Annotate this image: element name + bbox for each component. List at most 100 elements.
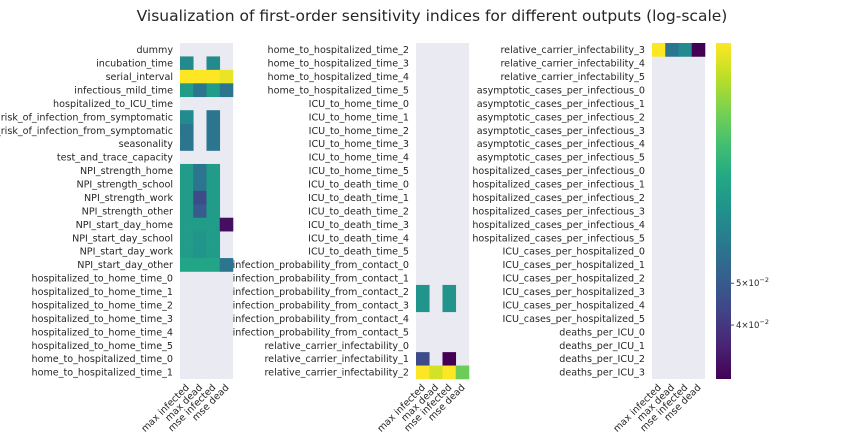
row-label: hospitalized_to_home_time_2 — [32, 300, 174, 311]
heatmap-cell — [193, 69, 207, 84]
heatmap-cell — [455, 365, 470, 380]
row-label: deaths_per_ICU_3 — [559, 368, 645, 379]
row-label: relative_carrier_infectability_0 — [264, 341, 409, 352]
row-label: hospitalized_cases_per_infectious_2 — [472, 193, 645, 204]
row-label: dummy — [136, 45, 173, 56]
heatmap-cell — [206, 137, 221, 151]
row-label: hospitalized_to_home_time_3 — [32, 314, 174, 325]
heatmap-cell — [193, 217, 207, 232]
heatmap-cell — [206, 177, 221, 192]
row-label: NPI_start_day_other — [77, 260, 173, 271]
heatmap-cell — [206, 204, 221, 219]
row-label: hospitalized_cases_per_infectious_4 — [472, 220, 645, 231]
row-label: ICU_cases_per_hospitalized_5 — [502, 314, 645, 325]
row-label: infection_probability_from_contact_4 — [233, 314, 409, 325]
row-label: NPI_strength_work — [84, 193, 173, 204]
heatmap-cell — [180, 123, 194, 138]
heatmap-cell — [665, 43, 679, 57]
heatmap-cell — [219, 258, 234, 272]
heatmap-cell — [206, 190, 221, 205]
colorbar-tick-label: 5×10−2 — [736, 276, 769, 289]
heatmap-cell — [416, 284, 430, 299]
heatmap-cell — [416, 298, 430, 313]
heatmap-cell — [416, 352, 430, 366]
row-label: NPI_strength_other — [82, 206, 173, 217]
row-label: home_to_hospitalized_time_1 — [32, 368, 174, 379]
row-label: hospitalized_to_home_time_1 — [32, 287, 174, 298]
row-label: ICU_cases_per_hospitalized_3 — [502, 287, 645, 298]
heatmap-cell — [442, 352, 457, 366]
row-label: hospitalized_to_ICU_time — [53, 99, 173, 110]
heatmap-cell — [442, 365, 457, 380]
heatmap-cell — [180, 231, 194, 245]
panel-background — [652, 43, 705, 379]
heatmap-cell — [678, 43, 693, 57]
row-label: ICU_to_home_time_4 — [309, 153, 409, 164]
row-label: relative_carrier_infectability_3 — [500, 45, 645, 56]
colorbar-tick-label: 4×10−2 — [736, 318, 769, 331]
row-label: infectious_mild_time — [74, 85, 173, 96]
row-label: relative_carrier_infectability_4 — [500, 59, 645, 70]
row-label: ICU_cases_per_hospitalized_4 — [502, 300, 645, 311]
heatmap-cell — [206, 110, 221, 124]
row-label: NPI_strength_school — [76, 180, 173, 191]
row-label: NPI_strength_home — [80, 166, 173, 177]
row-label: ICU_to_home_time_1 — [309, 112, 409, 123]
heatmap-cell — [206, 217, 221, 232]
heatmap-cell — [180, 83, 194, 98]
colorbar-gradient — [716, 43, 731, 379]
heatmap-panel-middle: home_to_hospitalized_time_2 home_to_hospi… — [233, 43, 470, 432]
row-label: ICU_to_death_time_5 — [308, 247, 409, 258]
row-label: infection_probability_from_contact_3 — [233, 300, 409, 311]
heatmap-cell — [180, 137, 194, 151]
heatmap-cell — [442, 298, 457, 313]
row-label: hospitalized_cases_per_infectious_5 — [472, 233, 645, 244]
row-label: asymptotic_cases_per_infectious_1 — [477, 99, 645, 110]
heatmap-cell — [193, 244, 207, 259]
row-label: ICU_to_death_time_4 — [308, 233, 409, 244]
heatmap-cell — [206, 163, 221, 178]
panel-background — [416, 43, 469, 379]
row-label: hospitalized_cases_per_infectious_3 — [472, 206, 645, 217]
row-label: relative_carrier_infectability_5 — [500, 72, 645, 83]
row-label: max_risk_of_infection_from_symptomatic — [0, 126, 173, 137]
heatmap-cell — [193, 231, 207, 245]
row-label: home_to_hospitalized_time_0 — [32, 354, 174, 365]
heatmap-cell — [180, 56, 194, 71]
heatmap-cell — [219, 217, 234, 232]
row-label: infection_probability_from_contact_2 — [233, 287, 409, 298]
row-label: relative_carrier_infectability_1 — [264, 354, 409, 365]
row-label: ICU_cases_per_hospitalized_1 — [502, 260, 645, 271]
row-label: hospitalized_to_home_time_5 — [32, 341, 174, 352]
heatmap-cell — [180, 69, 194, 84]
heatmap-cell — [206, 231, 221, 245]
row-label: infection_probability_from_contact_1 — [233, 274, 409, 285]
row-label: home_to_hospitalized_time_3 — [268, 59, 410, 70]
heatmap-cell — [180, 110, 194, 124]
heatmap-cell — [193, 190, 207, 205]
heatmap-cell — [206, 69, 221, 84]
heatmap-cell — [219, 83, 234, 98]
row-label: serial_interval — [106, 72, 173, 83]
figure-title: Visualization of first-order sensitivity… — [137, 7, 728, 25]
row-label: hospitalized_cases_per_infectious_1 — [472, 180, 645, 191]
row-label: NPI_start_day_home — [76, 220, 173, 231]
row-label: ICU_to_death_time_1 — [308, 193, 409, 204]
row-label: infection_probability_from_contact_5 — [233, 327, 409, 338]
row-label: ICU_to_death_time_0 — [308, 180, 409, 191]
row-label: test_and_trace_capacity — [57, 153, 173, 164]
heatmap-cell — [180, 217, 194, 232]
heatmap-cell — [180, 190, 194, 205]
row-label: NPI_start_day_school — [72, 233, 173, 244]
heatmap-cell — [180, 204, 194, 219]
heatmap-cell — [219, 69, 234, 84]
heatmap-cell — [429, 365, 443, 380]
row-label: infection_probability_from_contact_0 — [233, 260, 409, 271]
heatmap-cell — [206, 123, 221, 138]
row-label: asymptotic_cases_per_infectious_5 — [477, 153, 645, 164]
heatmap-cell — [193, 177, 207, 192]
heatmap-cell — [652, 43, 666, 57]
row-label: relative_carrier_infectability_2 — [264, 368, 409, 379]
row-label: deaths_per_ICU_1 — [559, 341, 645, 352]
